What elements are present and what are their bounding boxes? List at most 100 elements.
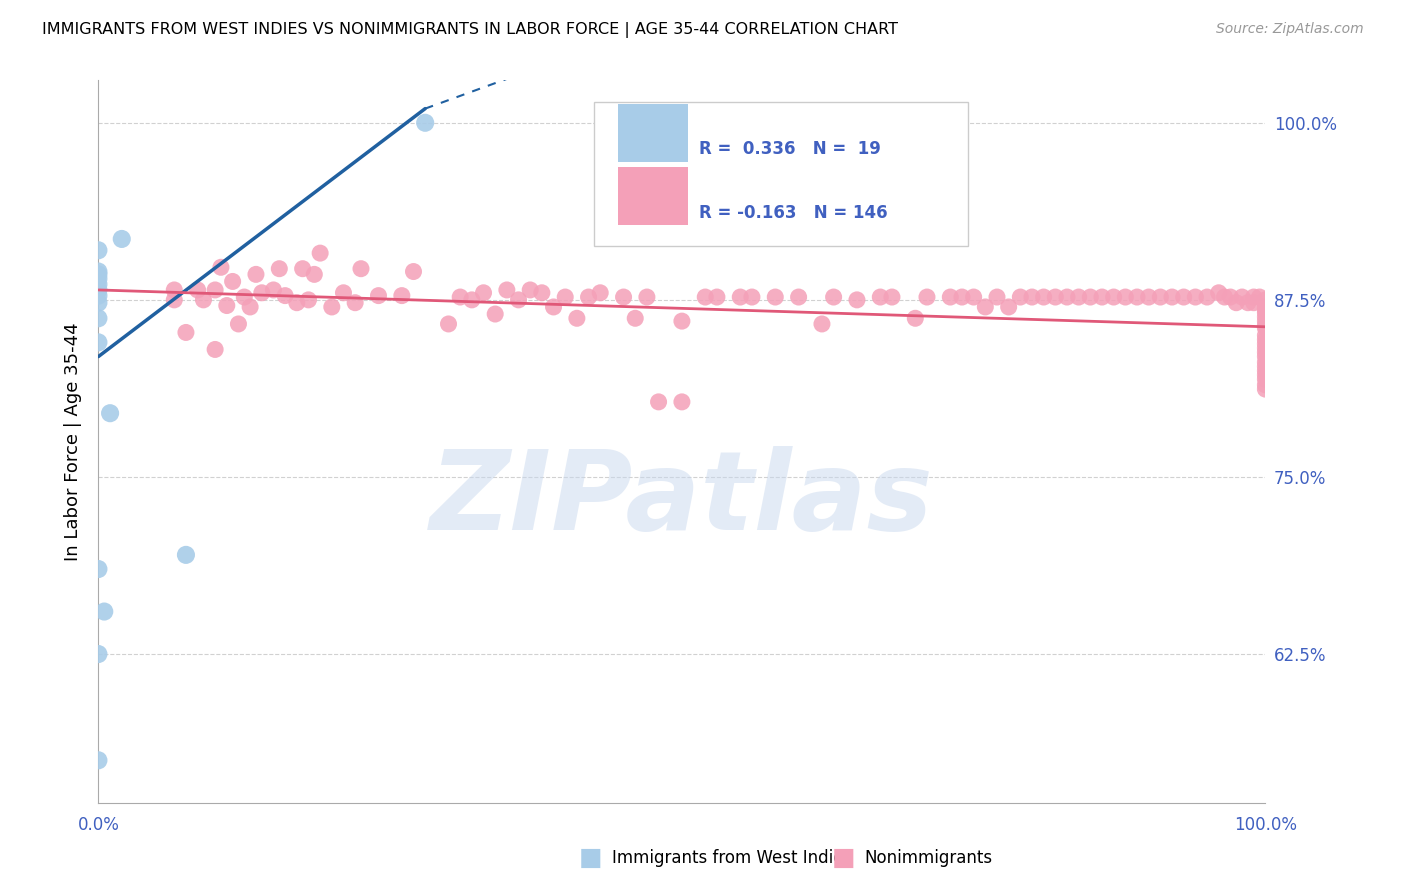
Point xyxy=(87,562,110,576)
Point xyxy=(111,232,134,246)
Point xyxy=(350,261,373,276)
Point xyxy=(1230,290,1253,304)
Point xyxy=(204,343,226,357)
Point xyxy=(269,261,291,276)
Text: ZIPatlas: ZIPatlas xyxy=(430,446,934,553)
Point xyxy=(1080,290,1102,304)
Point xyxy=(87,288,110,302)
Point xyxy=(1254,364,1277,378)
Point xyxy=(391,288,413,302)
Point xyxy=(508,293,530,307)
Point xyxy=(624,311,647,326)
Point xyxy=(245,268,267,282)
Point xyxy=(449,290,471,304)
Point xyxy=(1173,290,1195,304)
Point xyxy=(87,311,110,326)
Point xyxy=(87,264,110,278)
Text: Source: ZipAtlas.com: Source: ZipAtlas.com xyxy=(1216,22,1364,37)
Point xyxy=(1010,290,1032,304)
Point xyxy=(297,293,319,307)
Point xyxy=(950,290,973,304)
Point xyxy=(174,548,197,562)
Point xyxy=(304,268,326,282)
Point xyxy=(1126,290,1149,304)
Point xyxy=(1067,290,1090,304)
FancyBboxPatch shape xyxy=(617,104,688,162)
Point xyxy=(730,290,752,304)
Point xyxy=(974,300,997,314)
Point xyxy=(1254,382,1277,396)
Point xyxy=(962,290,984,304)
Point xyxy=(221,275,243,289)
Point xyxy=(1225,295,1247,310)
Point xyxy=(1195,290,1218,304)
Point xyxy=(309,246,332,260)
Point xyxy=(98,406,121,420)
Point xyxy=(461,293,484,307)
Point xyxy=(869,290,891,304)
Point xyxy=(215,299,238,313)
Point xyxy=(437,317,460,331)
Point xyxy=(87,244,110,258)
Point xyxy=(174,326,197,340)
Point xyxy=(1254,302,1277,317)
Point xyxy=(1021,290,1043,304)
Point xyxy=(87,271,110,285)
Text: ■: ■ xyxy=(579,847,602,870)
Point xyxy=(671,314,693,328)
Point xyxy=(1208,285,1230,300)
Point xyxy=(163,283,186,297)
Point xyxy=(239,300,262,314)
Point xyxy=(1161,290,1184,304)
Point xyxy=(1254,350,1277,364)
Point xyxy=(763,290,786,304)
Point xyxy=(274,288,297,302)
Point xyxy=(228,317,250,331)
Point xyxy=(367,288,389,302)
Point xyxy=(578,290,600,304)
Point xyxy=(87,295,110,310)
Point xyxy=(1237,295,1260,310)
Text: R =  0.336   N =  19: R = 0.336 N = 19 xyxy=(699,140,882,158)
Point xyxy=(1254,372,1277,386)
Point xyxy=(1114,290,1136,304)
Point xyxy=(262,283,284,297)
Point xyxy=(496,283,519,297)
Point xyxy=(1254,310,1277,324)
Text: IMMIGRANTS FROM WEST INDIES VS NONIMMIGRANTS IN LABOR FORCE | AGE 35-44 CORRELAT: IMMIGRANTS FROM WEST INDIES VS NONIMMIGR… xyxy=(42,22,898,38)
Point xyxy=(519,283,541,297)
Point xyxy=(846,293,869,307)
Point xyxy=(1219,290,1241,304)
Text: Immigrants from West Indies: Immigrants from West Indies xyxy=(612,849,852,867)
Point xyxy=(1243,295,1265,310)
Point xyxy=(93,605,115,619)
Point xyxy=(1149,290,1171,304)
Point xyxy=(87,268,110,282)
Text: Nonimmigrants: Nonimmigrants xyxy=(865,849,993,867)
Point xyxy=(1254,305,1277,319)
Point xyxy=(187,283,209,297)
Point xyxy=(209,260,232,275)
Point xyxy=(233,290,256,304)
Point xyxy=(1056,290,1078,304)
Point xyxy=(1254,336,1277,351)
Point xyxy=(87,753,110,767)
Point xyxy=(1254,377,1277,392)
FancyBboxPatch shape xyxy=(595,102,967,246)
Point xyxy=(402,264,425,278)
Point xyxy=(1254,293,1277,307)
Text: ■: ■ xyxy=(832,847,855,870)
Y-axis label: In Labor Force | Age 35-44: In Labor Force | Age 35-44 xyxy=(65,322,83,561)
Point xyxy=(706,290,728,304)
Text: 0.0%: 0.0% xyxy=(77,816,120,834)
Point xyxy=(1243,290,1265,304)
Point xyxy=(1254,359,1277,374)
Point xyxy=(904,311,927,326)
Point xyxy=(344,295,367,310)
Point xyxy=(1254,314,1277,328)
Point xyxy=(87,335,110,350)
Point xyxy=(332,285,354,300)
Point xyxy=(986,290,1008,304)
Point xyxy=(636,290,658,304)
Point xyxy=(880,290,903,304)
